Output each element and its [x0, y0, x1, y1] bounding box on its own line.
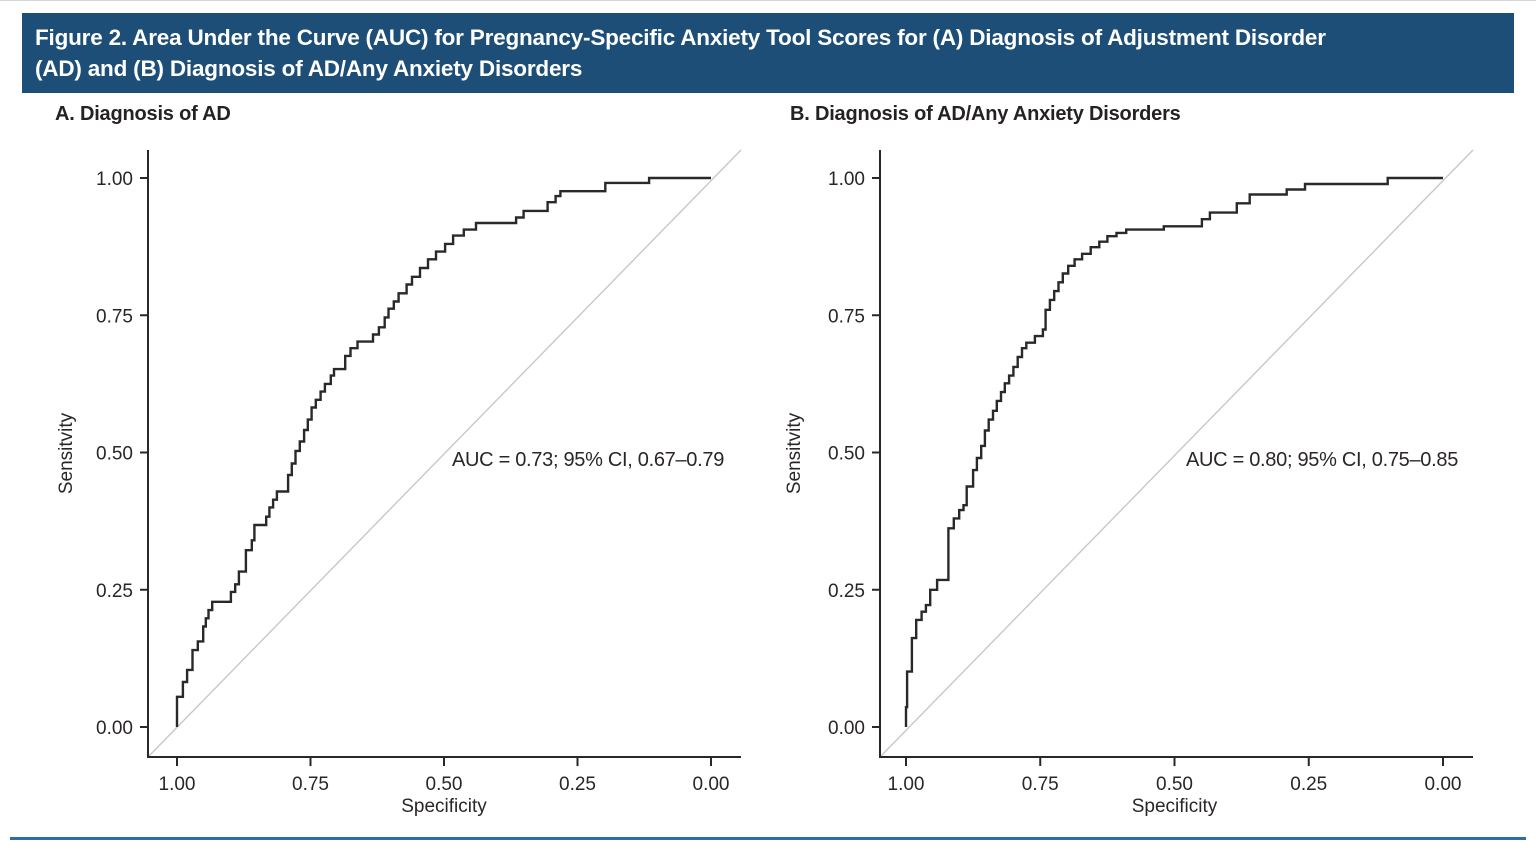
auc-annotation: AUC = 0.73; 95% CI, 0.67–0.79	[452, 449, 724, 471]
x-tick-label: 1.00	[159, 774, 196, 795]
y-tick-label: 0.75	[96, 306, 133, 327]
bottom-divider-rule	[10, 837, 1526, 840]
x-tick-label: 0.50	[1156, 774, 1193, 795]
x-tick-label: 0.75	[1022, 774, 1059, 795]
x-axis-title: Specificity	[1132, 796, 1218, 817]
y-tick-label: 0.00	[96, 718, 133, 739]
x-tick-label: 0.25	[1290, 774, 1327, 795]
x-axis-title: Specificity	[401, 796, 487, 817]
figure-header-bar: Figure 2. Area Under the Curve (AUC) for…	[22, 13, 1514, 93]
y-tick-label: 0.00	[828, 718, 865, 739]
y-tick-label: 0.25	[828, 581, 865, 602]
figure-title-line-1: Figure 2. Area Under the Curve (AUC) for…	[35, 25, 1326, 50]
reference-diagonal-line	[147, 149, 742, 758]
x-tick-label: 0.00	[693, 774, 730, 795]
panel-b-title: B. Diagnosis of AD/Any Anxiety Disorders	[790, 103, 1181, 125]
x-tick-label: 1.00	[888, 774, 925, 795]
x-tick-label: 0.50	[426, 774, 463, 795]
y-tick-label: 0.75	[828, 306, 865, 327]
y-tick-label: 1.00	[828, 169, 865, 190]
y-tick-label: 0.25	[96, 581, 133, 602]
reference-diagonal-line	[879, 149, 1474, 758]
x-tick-label: 0.00	[1425, 774, 1462, 795]
x-tick-label: 0.75	[292, 774, 329, 795]
x-tick-label: 0.25	[559, 774, 596, 795]
panel-a-title: A. Diagnosis of AD	[55, 103, 231, 125]
roc-chart-panel-b: 1.00 0.75 0.50 0.25 0.00 0.00 0.25 0.50 0.75 1.00…	[784, 149, 1474, 817]
auc-annotation: AUC = 0.80; 95% CI, 0.75–0.85	[1186, 449, 1458, 471]
top-border-line	[0, 0, 1536, 1]
roc-curve	[904, 176, 1443, 727]
y-axis-title: Sensitvity	[784, 412, 805, 494]
roc-curve	[175, 176, 711, 727]
figure-title-line-2: (AD) and (B) Diagnosis of AD/Any Anxiety…	[35, 56, 583, 81]
y-tick-label: 1.00	[96, 169, 133, 190]
y-tick-label: 0.50	[96, 444, 133, 465]
roc-chart-panel-a: 1.00 0.75 0.50 0.25 0.00 0.00 0.25 0.50 0.75 1.00…	[56, 149, 742, 817]
y-tick-label: 0.50	[828, 444, 865, 465]
y-axis-title: Sensitvity	[56, 412, 77, 494]
